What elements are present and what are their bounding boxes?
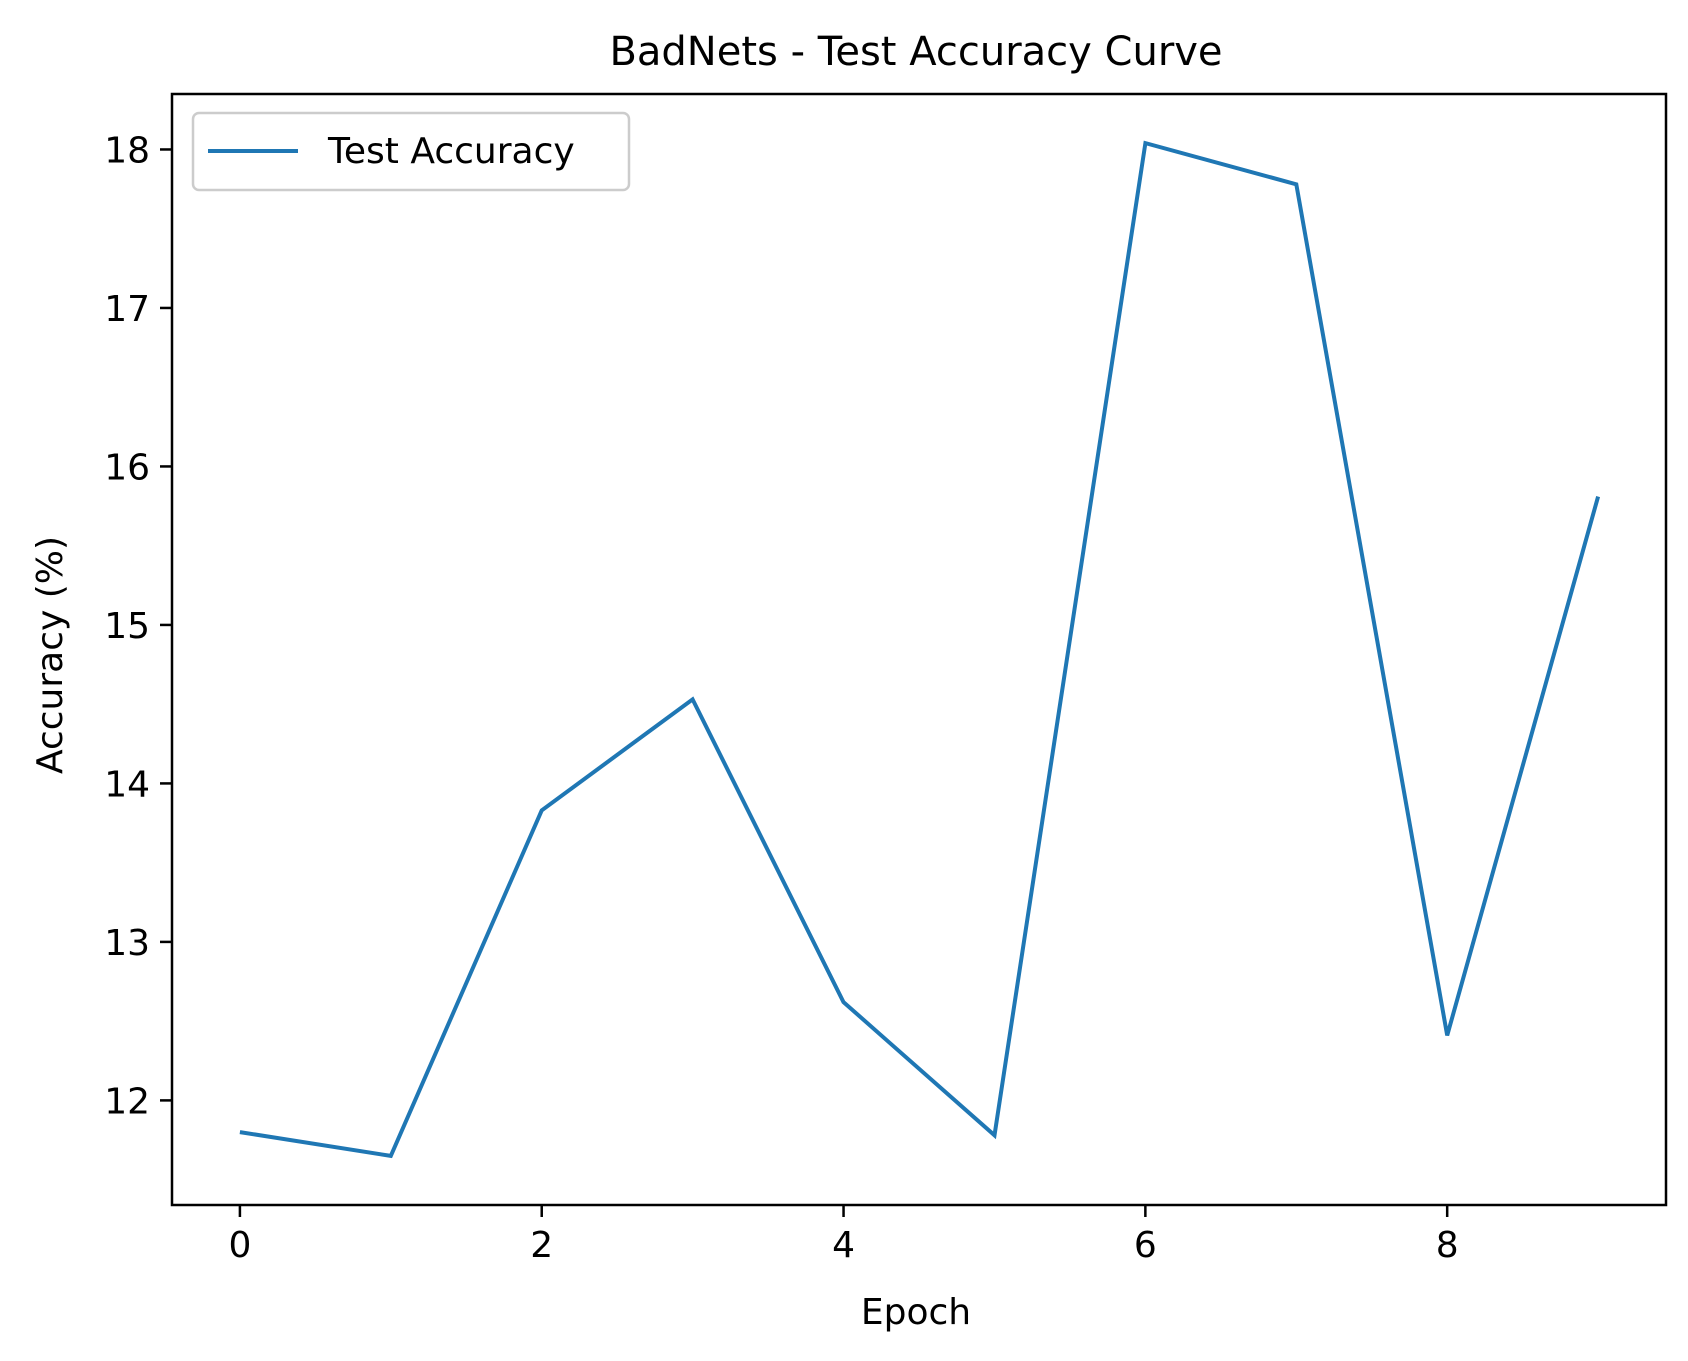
legend-label: Test Accuracy	[327, 131, 575, 172]
data-point	[239, 1132, 240, 1133]
x-tick-label: 6	[1134, 1225, 1157, 1266]
data-point	[994, 1135, 995, 1136]
legend: Test Accuracy	[191, 111, 631, 192]
x-axis: 0 2 4 6 8	[228, 1205, 1459, 1266]
data-point	[1296, 184, 1297, 185]
x-axis-label: Epoch	[861, 1292, 971, 1333]
x-tick-label: 2	[530, 1225, 553, 1266]
legend-box	[191, 111, 631, 192]
y-axis: 12 13 14 15 16 17 18	[104, 130, 172, 1122]
y-tick-label: 18	[104, 130, 150, 171]
series-line-0	[239, 140, 1601, 1159]
data-point	[1598, 496, 1599, 497]
plot-area	[239, 140, 1601, 1159]
axes-frame	[170, 92, 1668, 1207]
y-tick-label: 13	[104, 923, 150, 964]
data-point	[692, 699, 693, 700]
data-point	[541, 810, 542, 811]
x-tick-label: 4	[832, 1225, 855, 1266]
x-tick-label: 8	[1436, 1225, 1459, 1266]
chart-title: BadNets - Test Accuracy Curve	[609, 29, 1222, 75]
y-tick-label: 14	[104, 764, 150, 805]
y-axis-label: Accuracy (%)	[30, 536, 71, 774]
y-tick-label: 16	[104, 447, 150, 488]
y-tick-label: 12	[104, 1081, 150, 1122]
data-point	[1447, 1035, 1448, 1036]
data-point	[1145, 143, 1146, 144]
data-point	[390, 1155, 391, 1156]
x-tick-label: 0	[228, 1225, 251, 1266]
y-tick-label: 17	[104, 289, 150, 330]
data-point	[843, 1002, 844, 1003]
y-tick-label: 15	[104, 606, 150, 647]
